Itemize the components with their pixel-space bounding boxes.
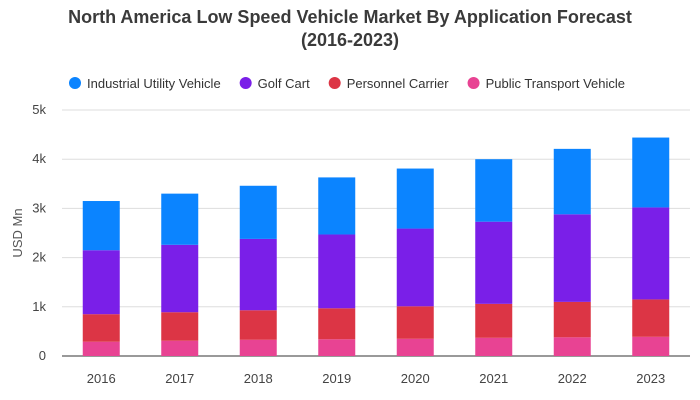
x-axis: 2016 2017 2018 2019 2020 2021 2022 2023 xyxy=(87,371,665,386)
y-tick-label: 5k xyxy=(32,102,46,117)
y-axis-label: USD Mn xyxy=(10,208,25,257)
bar-segment-industrial-utility-vehicle xyxy=(475,159,513,222)
bar-segment-industrial-utility-vehicle xyxy=(396,168,434,229)
bar-segment-public-transport-vehicle xyxy=(82,341,120,356)
bar-segment-personnel-carrier xyxy=(82,314,120,342)
y-tick-label: 4k xyxy=(32,151,46,166)
legend-label: Industrial Utility Vehicle xyxy=(87,76,221,91)
bar-segment-industrial-utility-vehicle xyxy=(553,148,591,215)
bar-segment-golf-cart xyxy=(553,214,591,302)
bar-segment-personnel-carrier xyxy=(239,310,277,340)
bar-segment-public-transport-vehicle xyxy=(161,340,199,356)
legend-label: Public Transport Vehicle xyxy=(486,76,625,91)
chart-subtitle: (2016-2023) xyxy=(300,30,400,50)
chart-gridlines xyxy=(62,109,690,357)
bar-segment-public-transport-vehicle xyxy=(632,336,670,356)
x-tick-label: 2017 xyxy=(165,371,194,386)
y-tick-label: 1k xyxy=(32,299,46,314)
bar-segment-golf-cart xyxy=(475,221,513,304)
x-tick-label: 2019 xyxy=(322,371,351,386)
bar-segment-golf-cart xyxy=(239,238,277,311)
bar-segment-personnel-carrier xyxy=(632,299,670,337)
bar-segment-industrial-utility-vehicle xyxy=(318,177,356,235)
x-tick-label: 2022 xyxy=(558,371,587,386)
bar-segment-personnel-carrier xyxy=(396,306,434,339)
legend-swatch xyxy=(239,77,252,89)
bar-segment-personnel-carrier xyxy=(318,308,356,340)
y-tick-label: 0 xyxy=(39,348,46,363)
bar-segment-industrial-utility-vehicle xyxy=(82,201,120,251)
legend-label: Golf Cart xyxy=(258,76,310,91)
bar-segment-golf-cart xyxy=(318,234,356,309)
x-tick-label: 2021 xyxy=(479,371,508,386)
bar-segment-industrial-utility-vehicle xyxy=(161,193,199,245)
chart-title: North America Low Speed Vehicle Market B… xyxy=(0,6,700,52)
bar-segment-public-transport-vehicle xyxy=(318,339,356,356)
bar-segment-public-transport-vehicle xyxy=(553,337,591,356)
bar-segment-golf-cart xyxy=(161,244,199,313)
bar-segment-personnel-carrier xyxy=(161,312,199,341)
chart-legend: Industrial Utility Vehicle Golf Cart Perso… xyxy=(69,76,625,91)
x-tick-label: 2023 xyxy=(636,371,665,386)
x-tick-label: 2018 xyxy=(244,371,273,386)
legend-swatch xyxy=(328,77,341,89)
bar-segment-industrial-utility-vehicle xyxy=(632,137,670,208)
legend-swatch xyxy=(467,77,480,89)
bar-segment-golf-cart xyxy=(396,228,434,307)
chart-title-main: North America Low Speed Vehicle Market B… xyxy=(68,7,632,27)
x-tick-label: 2016 xyxy=(87,371,116,386)
bar-segment-golf-cart xyxy=(82,250,120,315)
bar-segment-public-transport-vehicle xyxy=(239,339,277,356)
bar-segment-public-transport-vehicle xyxy=(475,337,513,356)
bar-segment-golf-cart xyxy=(632,207,670,300)
legend-swatch xyxy=(69,77,81,89)
bar-segment-industrial-utility-vehicle xyxy=(239,185,277,239)
chart-bars xyxy=(82,137,670,356)
y-tick-label: 2k xyxy=(32,250,46,265)
legend-label: Personnel Carrier xyxy=(347,76,450,91)
x-tick-label: 2020 xyxy=(401,371,430,386)
bar-segment-personnel-carrier xyxy=(475,303,513,338)
y-axis: 0 1k 2k 3k 4k 5k xyxy=(32,102,46,363)
bar-segment-personnel-carrier xyxy=(553,301,591,338)
bar-segment-public-transport-vehicle xyxy=(396,338,434,356)
y-tick-label: 3k xyxy=(32,200,46,215)
